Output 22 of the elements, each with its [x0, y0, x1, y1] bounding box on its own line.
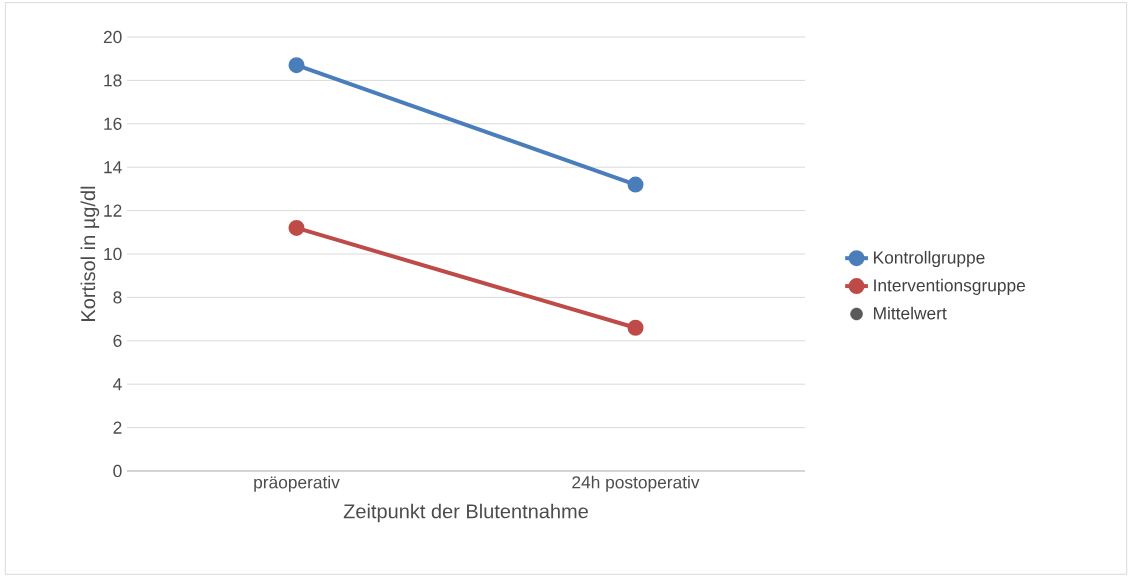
y-tick-label: 18: [104, 74, 122, 87]
legend-label: Kontrollgruppe: [874, 250, 985, 268]
y-tick-label: 6: [113, 334, 122, 347]
y-tick-label: 0: [113, 464, 122, 478]
y-tick-label: 12: [104, 204, 122, 217]
y-tick-label: 20: [103, 30, 122, 44]
y-tick-label: 10: [104, 247, 122, 261]
y-tick-label: 2: [113, 421, 122, 434]
point: [288, 219, 305, 236]
y-tick-label: 14: [104, 161, 122, 174]
y-axis-title: Kortisol in µg/dl: [80, 186, 100, 321]
point: [288, 57, 305, 74]
point: [627, 176, 644, 193]
x-axis-title: Zeitpunkt der Blutentnahme: [343, 503, 588, 523]
point: [627, 319, 644, 336]
y-tick-label: 8: [113, 291, 122, 304]
y-tick-label: 4: [113, 378, 122, 391]
y-tick-label: 16: [104, 117, 122, 130]
x-tick-label: präoperativ: [254, 475, 340, 492]
legend-label: Mittelwert: [874, 306, 947, 320]
x-tick-label: 24h postoperativ: [572, 475, 700, 492]
legend-label: Interventionsgruppe: [874, 278, 1026, 295]
